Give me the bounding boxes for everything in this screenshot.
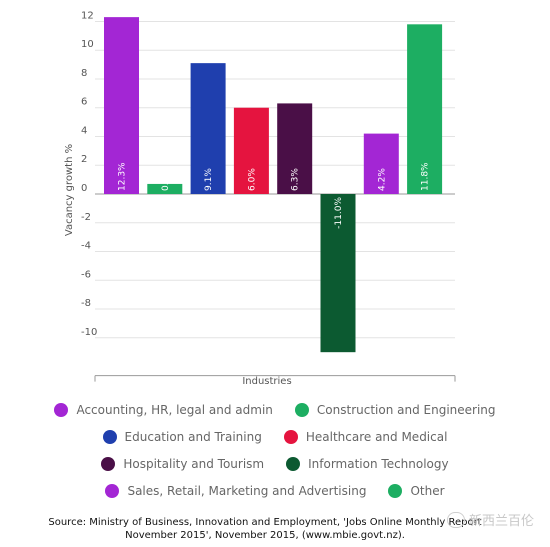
data-labels: 12.3% 0.7% 9.1% 6.0% 6.3% -11.0% 4.2% 11.8% [118, 162, 431, 229]
legend-swatch [105, 484, 120, 498]
legend-row: Sales, Retail, Marketing and Advertising… [0, 481, 550, 501]
legend-swatch [286, 457, 301, 471]
legend-swatch [102, 430, 117, 444]
data-label: 9.1% [204, 168, 214, 191]
y-tick-label: 2 [81, 154, 87, 165]
y-axis-title: Vacancy growth % [64, 144, 75, 236]
legend-label: Other [410, 484, 445, 498]
y-tick-label: 10 [81, 39, 94, 50]
y-axis: 12 10 8 6 4 2 0 -2 -4 -6 -8 -10 [81, 10, 97, 337]
legend-item: Education and Training [102, 430, 262, 444]
legend-swatch [101, 457, 116, 471]
data-label: -11.0% [334, 197, 344, 229]
y-tick-label: 8 [81, 68, 87, 79]
y-tick-label: 6 [81, 97, 87, 108]
legend-item: Accounting, HR, legal and admin [54, 403, 273, 417]
legend-label: Healthcare and Medical [305, 430, 448, 444]
legend-row: Accounting, HR, legal and admin Construct… [0, 400, 550, 420]
bar-5 [277, 103, 313, 194]
legend-swatch [388, 484, 403, 498]
watermark-text: 新西兰百伦 [468, 514, 534, 529]
bar-7 [363, 133, 399, 194]
y-tick-label: -6 [81, 269, 91, 280]
legend-swatch [54, 403, 69, 417]
legend-label: Construction and Engineering [316, 403, 496, 417]
y-tick-label: -2 [81, 212, 91, 223]
legend-label: Information Technology [308, 457, 449, 471]
watermark: 新西兰百伦 [446, 510, 534, 529]
legend-row: Education and Training Healthcare and Med… [0, 427, 550, 447]
legend-item: Other [388, 484, 445, 498]
legend-label: Sales, Retail, Marketing and Advertising [127, 484, 367, 498]
data-label: 6.0% [247, 168, 257, 191]
data-label: 11.8% [421, 162, 431, 191]
legend-label: Education and Training [124, 430, 262, 444]
legend-swatch [294, 403, 309, 417]
legend-item: Hospitality and Tourism [101, 457, 264, 471]
bar-chart: 12 10 8 6 4 2 0 -2 -4 -6 -8 -10 12.3% 0.7% 9.1% 6.0% 6.… [64, 10, 456, 387]
legend-row: Hospitality and Tourism Information Techn… [0, 454, 550, 474]
data-label: 6.3% [291, 168, 301, 191]
x-axis-title: Industries [242, 376, 291, 387]
bar-1 [104, 17, 139, 194]
source-note: Source: Ministry of Business, Innovation… [30, 516, 500, 542]
legend-label: Hospitality and Tourism [123, 457, 265, 471]
gridlines [94, 20, 456, 382]
bar-3 [190, 63, 226, 194]
legend-item: Construction and Engineering [294, 403, 496, 417]
legend-swatch [283, 430, 298, 444]
legend-item: Sales, Retail, Marketing and Advertising [105, 484, 366, 498]
y-tick-label: 0 [81, 183, 87, 194]
data-label: 12.3% [118, 162, 128, 191]
bar-2 [147, 183, 183, 194]
bar-6 [320, 194, 356, 353]
legend-item: Information Technology [286, 457, 449, 471]
y-tick-label: -4 [81, 241, 91, 252]
y-tick-label: 12 [81, 10, 94, 21]
legend-label: Accounting, HR, legal and admin [76, 403, 273, 417]
legend-item: Healthcare and Medical [283, 430, 448, 444]
bars [104, 17, 443, 353]
source-line-1: Source: Ministry of Business, Innovation… [48, 517, 482, 528]
bar-8 [407, 24, 443, 195]
y-tick-label: -8 [81, 298, 91, 309]
y-tick-label: 4 [81, 125, 87, 136]
bar-4 [233, 107, 269, 194]
source-line-2: November 2015', November 2015, (www.mbie… [125, 530, 405, 541]
data-label: 0.7% [161, 168, 171, 191]
data-label: 4.2% [377, 168, 387, 191]
y-tick-label: -10 [81, 327, 97, 338]
chat-bubble-icon [446, 511, 465, 528]
